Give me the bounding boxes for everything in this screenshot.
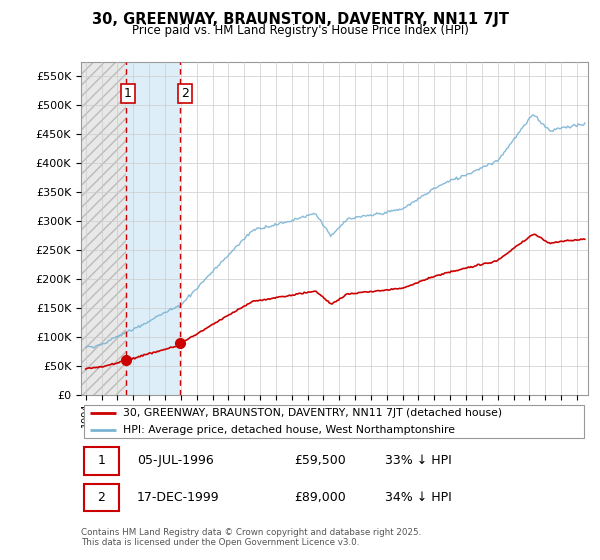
Text: 1: 1 bbox=[124, 87, 132, 100]
Text: 30, GREENWAY, BRAUNSTON, DAVENTRY, NN11 7JT (detached house): 30, GREENWAY, BRAUNSTON, DAVENTRY, NN11 … bbox=[122, 408, 502, 418]
Text: 05-JUL-1996: 05-JUL-1996 bbox=[137, 454, 214, 468]
Text: 2: 2 bbox=[181, 87, 189, 100]
FancyBboxPatch shape bbox=[83, 447, 119, 474]
Text: 33% ↓ HPI: 33% ↓ HPI bbox=[385, 454, 452, 468]
Text: 2: 2 bbox=[97, 491, 105, 505]
Text: 30, GREENWAY, BRAUNSTON, DAVENTRY, NN11 7JT: 30, GREENWAY, BRAUNSTON, DAVENTRY, NN11 … bbox=[91, 12, 509, 27]
Text: HPI: Average price, detached house, West Northamptonshire: HPI: Average price, detached house, West… bbox=[122, 425, 455, 435]
Bar bbox=[81, 62, 125, 395]
Bar bbox=[125, 62, 180, 395]
Text: 17-DEC-1999: 17-DEC-1999 bbox=[137, 491, 220, 505]
Text: Contains HM Land Registry data © Crown copyright and database right 2025.
This d: Contains HM Land Registry data © Crown c… bbox=[81, 528, 421, 547]
Text: 34% ↓ HPI: 34% ↓ HPI bbox=[385, 491, 452, 505]
Text: Price paid vs. HM Land Registry's House Price Index (HPI): Price paid vs. HM Land Registry's House … bbox=[131, 24, 469, 36]
Text: 1: 1 bbox=[97, 454, 105, 468]
Text: £59,500: £59,500 bbox=[294, 454, 346, 468]
Text: £89,000: £89,000 bbox=[294, 491, 346, 505]
FancyBboxPatch shape bbox=[83, 484, 119, 511]
FancyBboxPatch shape bbox=[83, 405, 584, 438]
